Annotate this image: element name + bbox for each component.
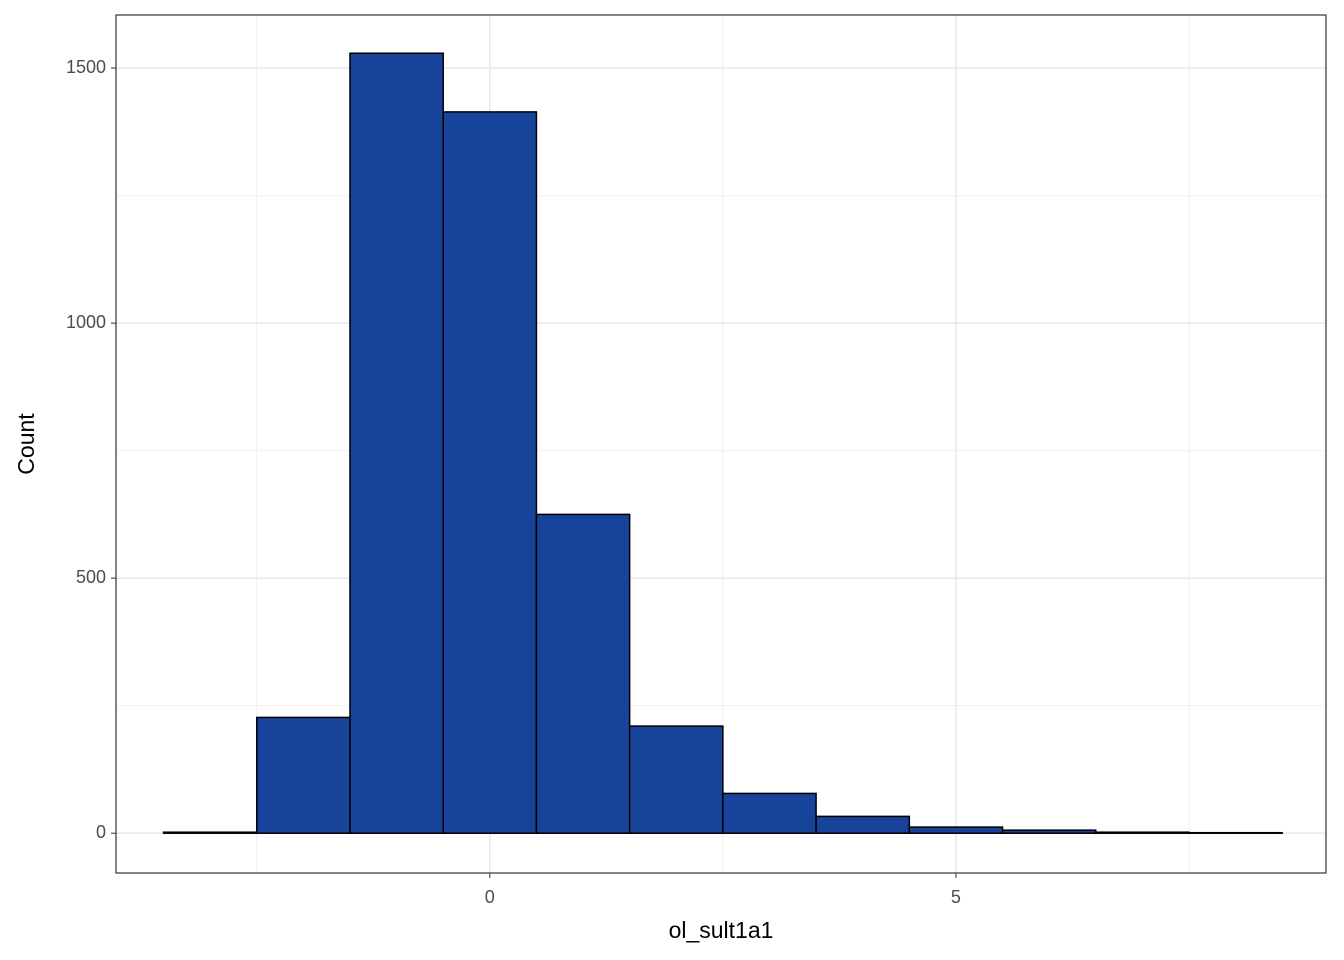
- bar: [722, 792, 817, 834]
- bar: [1001, 829, 1097, 834]
- bar: [442, 111, 538, 834]
- y-tick-label: 0: [96, 822, 106, 842]
- bar: [628, 725, 724, 834]
- bar: [1188, 831, 1283, 834]
- y-axis-title: Count: [13, 413, 39, 475]
- bar: [349, 52, 444, 834]
- y-tick-label: 1000: [66, 312, 106, 332]
- bar: [908, 826, 1004, 834]
- x-axis-title: ol_sult1a1: [669, 917, 774, 943]
- bar: [256, 716, 351, 834]
- y-tick-label: 1500: [66, 57, 106, 77]
- bar: [815, 815, 911, 834]
- bar: [1094, 831, 1190, 834]
- bar: [535, 513, 631, 834]
- panel-border: [115, 14, 1327, 874]
- y-tick-label: 500: [76, 567, 106, 587]
- x-tick-label: 5: [951, 887, 961, 907]
- x-tick-label: 0: [485, 887, 495, 907]
- bar: [162, 831, 258, 834]
